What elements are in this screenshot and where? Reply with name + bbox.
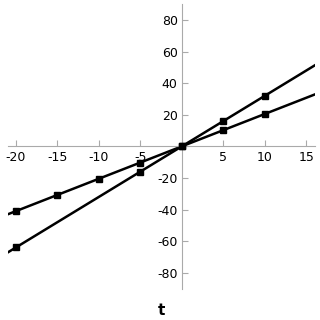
X-axis label: t: t: [157, 303, 165, 318]
